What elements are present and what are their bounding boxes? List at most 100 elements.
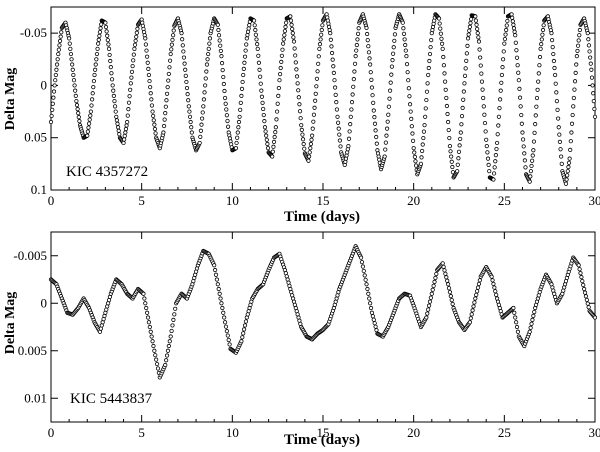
data-point [87, 117, 92, 122]
data-point [69, 57, 74, 62]
data-point [582, 290, 588, 295]
data-point [259, 94, 265, 99]
data-point [530, 158, 535, 163]
data-point [242, 54, 248, 59]
x-tick-label-top: 0 [48, 193, 55, 208]
data-point [408, 109, 413, 114]
data-point [475, 285, 481, 290]
data-point [161, 130, 166, 135]
data-point [491, 281, 496, 287]
data-point [67, 41, 72, 46]
data-point [225, 333, 230, 338]
data-point [218, 43, 223, 48]
data-point [296, 88, 301, 93]
data-point [581, 282, 586, 288]
data-point [478, 55, 483, 60]
x-tick-label-top: 15 [317, 193, 330, 208]
data-point [410, 131, 415, 136]
data-point [105, 38, 110, 43]
data-point [207, 41, 212, 46]
data-point [450, 164, 455, 170]
data-point [114, 114, 119, 119]
data-point [389, 64, 395, 69]
data-point [495, 132, 500, 137]
data-point [90, 97, 95, 102]
data-point [68, 51, 74, 57]
data-point [299, 123, 304, 128]
data-point [494, 292, 499, 297]
data-point [554, 99, 560, 104]
data-point [131, 58, 136, 63]
data-point [427, 299, 433, 304]
data-point [389, 72, 394, 77]
data-point [520, 137, 526, 142]
data-point [198, 128, 203, 133]
data-point [442, 79, 448, 84]
data-point [483, 129, 488, 134]
data-points-top [48, 12, 598, 186]
data-point [515, 63, 520, 68]
x-tick-label-bottom: 15 [317, 425, 330, 440]
data-point [586, 37, 591, 42]
data-point [145, 60, 150, 65]
data-point [517, 95, 523, 100]
data-point [318, 37, 323, 42]
data-points-bottom [48, 244, 598, 380]
data-point [512, 310, 517, 315]
data-point [183, 73, 188, 78]
data-point [146, 72, 152, 78]
data-point [170, 323, 175, 328]
data-point [200, 116, 205, 121]
data-point [467, 28, 472, 33]
data-point [575, 48, 580, 54]
y-axis-label-bottom: Delta Mag [3, 292, 18, 355]
data-point [289, 22, 294, 27]
data-point [369, 310, 375, 315]
data-point [574, 54, 579, 59]
data-point [449, 159, 454, 164]
data-point [306, 154, 312, 159]
data-point [149, 97, 154, 102]
data-point [350, 92, 355, 97]
data-point [578, 271, 583, 276]
data-point [552, 65, 557, 71]
data-point [90, 91, 95, 96]
data-point [169, 42, 174, 47]
x-tick-label-top: 20 [407, 193, 420, 208]
data-point [124, 123, 129, 128]
x-tick-label-top: 30 [589, 193, 600, 208]
data-point [149, 334, 154, 339]
data-point [310, 126, 315, 131]
data-point [462, 73, 468, 78]
data-point [426, 303, 432, 308]
data-point [216, 286, 221, 292]
data-point [154, 361, 160, 367]
data-point [270, 154, 275, 159]
data-point [294, 67, 299, 72]
data-point [123, 126, 129, 132]
data-point [569, 130, 574, 135]
data-point [235, 135, 240, 140]
data-point [577, 27, 582, 33]
data-point [498, 88, 503, 93]
data-point [431, 283, 436, 288]
data-point [114, 118, 119, 123]
data-point [559, 161, 564, 166]
data-point [295, 81, 300, 86]
data-point [517, 86, 522, 92]
data-point [554, 90, 559, 95]
data-point [573, 70, 578, 75]
data-point [67, 36, 72, 41]
data-point [227, 342, 232, 347]
data-point [242, 323, 248, 328]
data-point [559, 154, 564, 159]
y-axis-label-top: Delta Mag [3, 68, 18, 131]
data-point [504, 23, 509, 28]
data-point [200, 110, 205, 115]
data-point [148, 91, 153, 96]
data-point [320, 23, 325, 28]
data-point [315, 69, 320, 74]
data-point [164, 98, 169, 103]
data-point [133, 38, 138, 43]
data-point [172, 312, 177, 317]
